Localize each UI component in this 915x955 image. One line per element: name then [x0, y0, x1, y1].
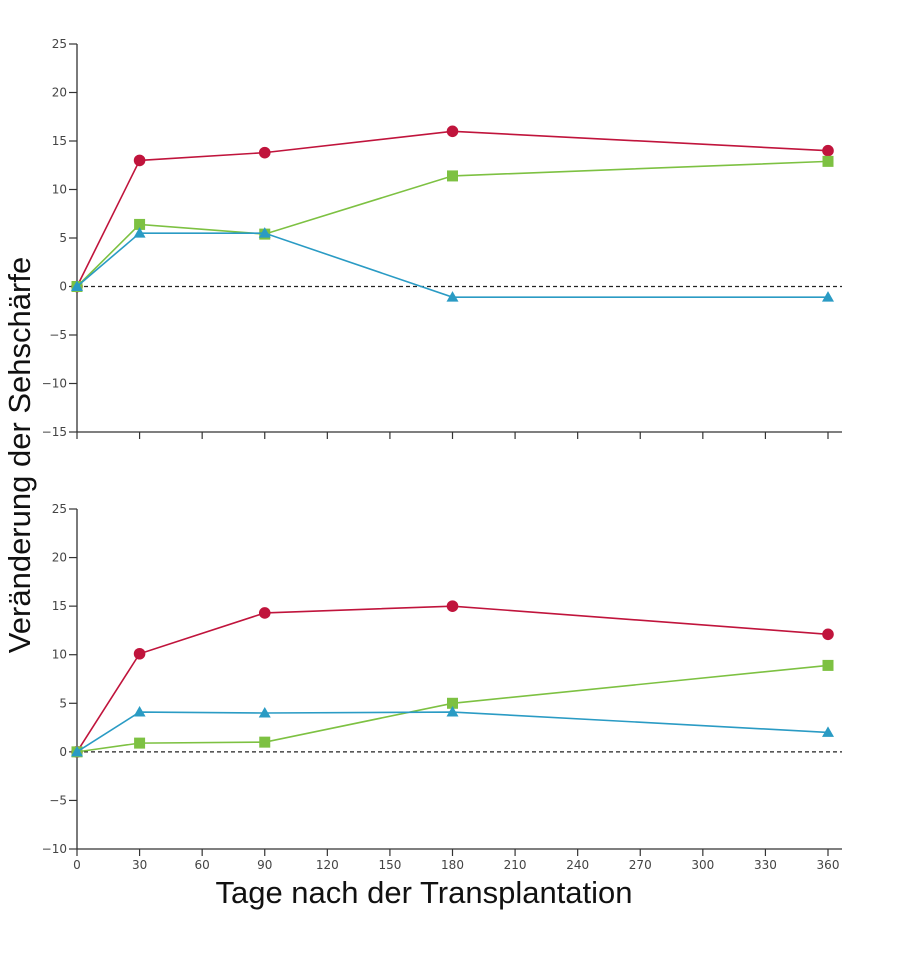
- bottom-series-red-point: [258, 607, 271, 619]
- top-y-tick-label: −15: [42, 425, 67, 439]
- bottom-series-blue-point: [71, 745, 83, 757]
- bottom-y-tick-label: 5: [59, 696, 67, 710]
- top-series-green-point: [822, 155, 834, 167]
- bottom-series-blue-line: [76, 711, 829, 753]
- top-series-red-point: [133, 154, 146, 167]
- top-y-tick-label: 15: [52, 134, 67, 148]
- bottom-y-tick-label: −10: [42, 842, 67, 856]
- bottom-x-tick-label: 120: [316, 858, 339, 872]
- top-y-tick-label: −5: [49, 328, 67, 342]
- top-series-blue-point: [446, 291, 459, 302]
- bottom-series-blue-point: [133, 706, 146, 717]
- top-panel: 25 20 15 10 5 0 −5 −10 −15: [42, 37, 842, 439]
- bottom-x-tick-label: 270: [629, 858, 652, 872]
- top-y-tick-label: −10: [42, 377, 67, 391]
- top-series-red-line: [76, 130, 829, 287]
- top-series-blue-point: [822, 291, 834, 302]
- bottom-y-tick-label: 0: [59, 745, 67, 759]
- bottom-series-green-point: [822, 659, 834, 671]
- top-y-tick-label: 25: [52, 37, 67, 51]
- bottom-series-blue-point: [258, 707, 271, 718]
- bottom-series-red-line: [76, 605, 829, 753]
- bottom-series-red-point: [446, 600, 459, 612]
- x-axis-label: Tage nach der Transplantation: [215, 875, 632, 910]
- bottom-x-tick-label: 210: [504, 858, 527, 872]
- bottom-x-tick-label: 150: [378, 858, 401, 872]
- bottom-series-green-point: [259, 736, 271, 748]
- bottom-y-tick-label: −5: [49, 793, 67, 807]
- bottom-x-tick-label: 0: [73, 858, 81, 872]
- bottom-x-tick-label: 240: [566, 858, 589, 872]
- bottom-series-red-point: [133, 647, 146, 660]
- top-y-tick-label: 20: [52, 86, 67, 100]
- bottom-series-green-point: [447, 697, 458, 709]
- bottom-y-tick-label: 15: [52, 599, 67, 613]
- top-series-blue-line: [76, 232, 828, 298]
- bottom-panel: 25 20 15 10 5 0 −5 −10 0 30 60 90 120 150 180 210 240 270…: [42, 502, 842, 872]
- bottom-x-tick-label: 330: [754, 858, 777, 872]
- y-axis-label: Veränderung der Sehschärfe: [2, 257, 37, 653]
- top-series-green-point: [134, 218, 146, 230]
- bottom-y-tick-label: 20: [52, 551, 67, 565]
- bottom-series-green-point: [134, 737, 146, 749]
- top-series-blue-point: [258, 227, 271, 238]
- top-y-tick-label: 5: [59, 231, 67, 245]
- bottom-x-tick-label: 180: [441, 858, 464, 872]
- bottom-x-tick-label: 60: [195, 858, 210, 872]
- bottom-series-blue-point: [446, 706, 459, 717]
- bottom-x-tick-label: 360: [817, 858, 840, 872]
- bottom-x-tick-label: 90: [257, 858, 272, 872]
- bottom-x-tick-label: 30: [132, 858, 147, 872]
- bottom-y-tick-label: 10: [52, 648, 67, 662]
- bottom-series-red-point: [822, 628, 834, 641]
- bottom-x-tick-label: 300: [691, 858, 714, 872]
- top-series-blue-point: [133, 227, 146, 238]
- bottom-y-tick-label: 25: [52, 502, 67, 516]
- top-series-red-point: [822, 144, 834, 157]
- top-series-red-point: [446, 125, 459, 138]
- top-y-tick-label: 0: [59, 280, 67, 294]
- top-series-blue-point: [71, 280, 83, 291]
- top-series-green-point: [447, 170, 458, 182]
- top-series-red-point: [258, 146, 271, 159]
- top-y-tick-label: 10: [52, 183, 67, 197]
- bottom-series-blue-point: [822, 726, 834, 737]
